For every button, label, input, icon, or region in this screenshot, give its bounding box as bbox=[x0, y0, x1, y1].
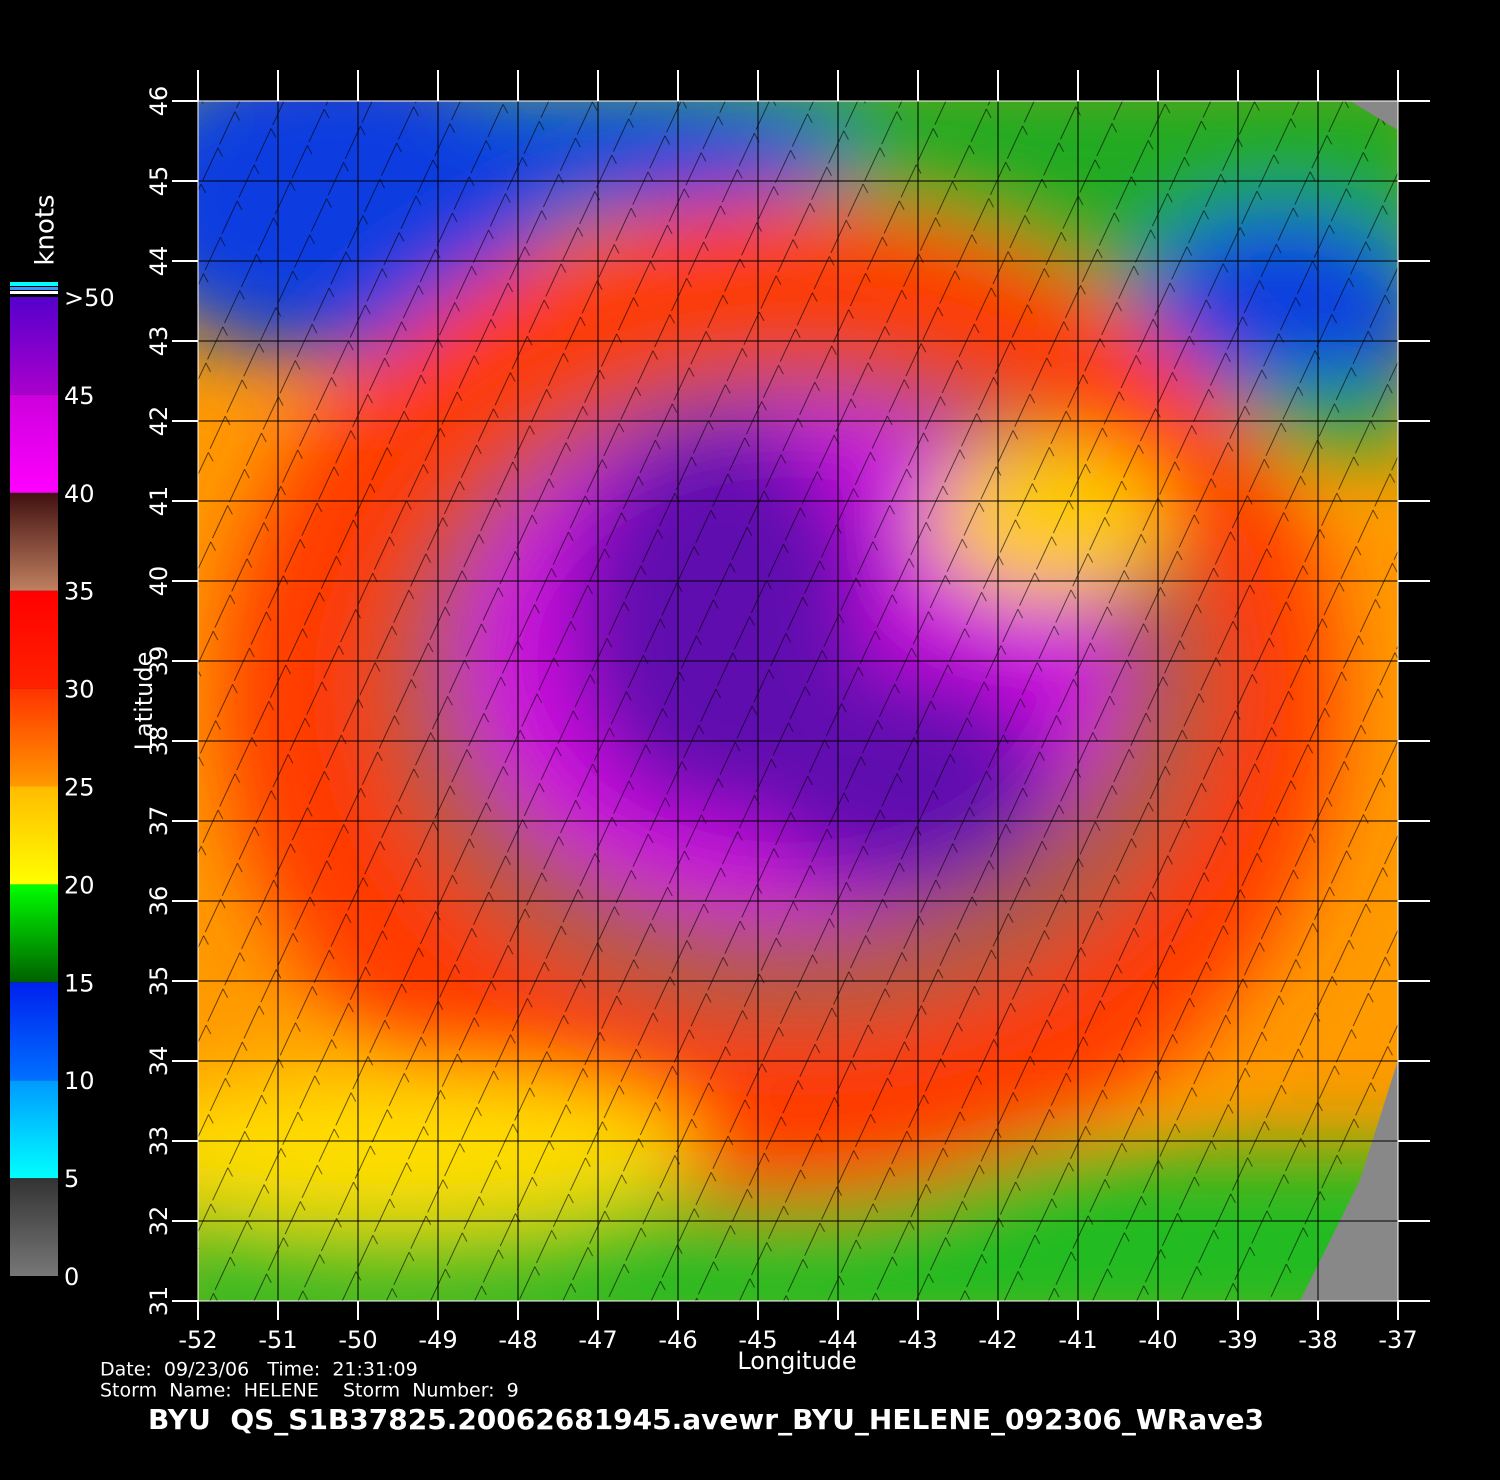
colorbar-band bbox=[10, 1080, 58, 1179]
colorbar-tick-label: 10 bbox=[64, 1067, 95, 1095]
y-tick-label: 38 bbox=[145, 726, 173, 757]
y-tick-label: 42 bbox=[145, 406, 173, 437]
colorbar-cap bbox=[10, 287, 58, 290]
colorbar-tick-label: 45 bbox=[64, 382, 95, 410]
y-axis-label: Latitude bbox=[130, 652, 158, 751]
x-tick-label: -52 bbox=[178, 1326, 217, 1354]
x-tick-label: -46 bbox=[658, 1326, 697, 1354]
colorbar-tick-label: 35 bbox=[64, 578, 95, 606]
y-tick-label: 39 bbox=[145, 646, 173, 677]
x-tick-label: -41 bbox=[1058, 1326, 1097, 1354]
x-tick-label: -37 bbox=[1378, 1326, 1417, 1354]
note: Date: 09/23/06 Time: 21:31:09 bbox=[100, 1359, 418, 1381]
x-tick-label: -40 bbox=[1138, 1326, 1177, 1354]
y-tick-label: 40 bbox=[145, 566, 173, 597]
note: Storm Name: HELENE Storm Number: 9 bbox=[100, 1380, 519, 1402]
wind-barbs bbox=[198, 101, 1398, 1301]
y-tick-label: 44 bbox=[145, 246, 173, 277]
x-tick-label: -50 bbox=[338, 1326, 377, 1354]
colorbar-tick-label: 0 bbox=[64, 1263, 79, 1291]
colorbar-tick-label: 25 bbox=[64, 774, 95, 802]
colorbar-band bbox=[10, 492, 58, 591]
y-tick-label: 32 bbox=[145, 1206, 173, 1237]
colorbar-cap bbox=[10, 291, 58, 294]
y-tick-label: 37 bbox=[145, 806, 173, 837]
x-tick-label: -39 bbox=[1218, 1326, 1257, 1354]
axes: -52 -51 -50 -49 -48 -47 -46 -45 -44 -43 -42 -41 -40 -… bbox=[145, 70, 1430, 1354]
plot-frame bbox=[197, 100, 1399, 1302]
y-tick-label: 41 bbox=[145, 486, 173, 517]
y-tick-label: 35 bbox=[145, 966, 173, 997]
x-tick-label: -42 bbox=[978, 1326, 1017, 1354]
colorbar-band bbox=[10, 884, 58, 983]
x-tick-label: -49 bbox=[418, 1326, 457, 1354]
y-tick-label: 33 bbox=[145, 1126, 173, 1157]
y-tick-label: 46 bbox=[145, 86, 173, 117]
y-tick-label: 36 bbox=[145, 886, 173, 917]
colorbar-band bbox=[10, 982, 58, 1081]
x-tick-label: -44 bbox=[818, 1326, 857, 1354]
x-tick-label: -45 bbox=[738, 1326, 777, 1354]
colorbar-band bbox=[10, 297, 58, 395]
colorbar-tick-label: 5 bbox=[64, 1165, 79, 1193]
chart-title: BYU QS_S1B37825.20062681945.avewr_BYU_HE… bbox=[148, 1403, 1264, 1436]
x-tick-label: -51 bbox=[258, 1326, 297, 1354]
colorbar-label: knots bbox=[31, 194, 61, 265]
x-tick-label: -48 bbox=[498, 1326, 537, 1354]
colorbar-band bbox=[10, 1178, 58, 1276]
x-axis-label: Longitude bbox=[737, 1347, 856, 1375]
colorbar-tick-label: 30 bbox=[64, 676, 95, 704]
x-tick-label: -47 bbox=[578, 1326, 617, 1354]
colorbar-tick-label: 15 bbox=[64, 969, 95, 997]
x-tick-label: -43 bbox=[898, 1326, 937, 1354]
colorbar-tick-label: >50 bbox=[64, 284, 115, 312]
y-tick-label: 45 bbox=[145, 166, 173, 197]
no-data-area bbox=[1350, 101, 1398, 130]
y-tick-label: 43 bbox=[145, 326, 173, 357]
colorbar-cap bbox=[10, 282, 58, 286]
colorbar-band bbox=[10, 590, 58, 689]
colorbar-band bbox=[10, 394, 58, 493]
wind-field bbox=[198, 101, 1398, 1301]
colorbar-tick-label: 20 bbox=[64, 871, 95, 899]
y-tick-label: 34 bbox=[145, 1046, 173, 1077]
colorbar-band bbox=[10, 688, 58, 787]
x-tick-label: -38 bbox=[1298, 1326, 1337, 1354]
colorbar-band bbox=[10, 786, 58, 885]
no-data-area bbox=[1300, 1060, 1398, 1301]
colorbar-tick-label: 40 bbox=[64, 480, 95, 508]
y-tick-label: 31 bbox=[145, 1286, 173, 1317]
